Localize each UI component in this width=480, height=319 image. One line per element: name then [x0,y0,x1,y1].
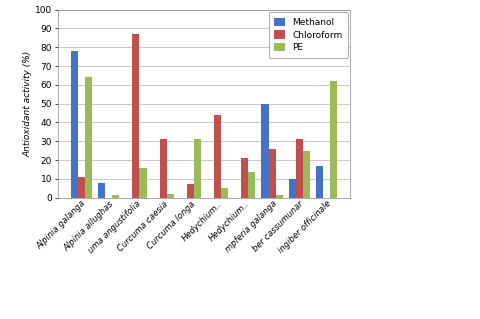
Bar [221,188,228,198]
Bar [140,168,146,198]
Bar [167,194,174,198]
Bar [187,184,194,198]
Bar [262,104,268,198]
Bar [248,172,255,198]
Bar [132,34,140,198]
Bar [112,195,120,198]
Bar [316,166,323,198]
Bar [303,151,310,198]
Bar [194,139,201,198]
Bar [288,179,296,198]
Bar [214,115,221,198]
Bar [71,51,78,198]
Bar [276,195,283,198]
Bar [296,139,303,198]
Bar [268,149,276,198]
Bar [85,77,92,198]
Bar [78,177,85,198]
Y-axis label: Antioxidant activity (%): Antioxidant activity (%) [23,50,32,157]
Bar [241,158,248,198]
Legend: Methanol, Chloroform, PE: Methanol, Chloroform, PE [268,12,348,58]
Bar [98,183,105,198]
Bar [330,81,337,198]
Bar [160,139,167,198]
